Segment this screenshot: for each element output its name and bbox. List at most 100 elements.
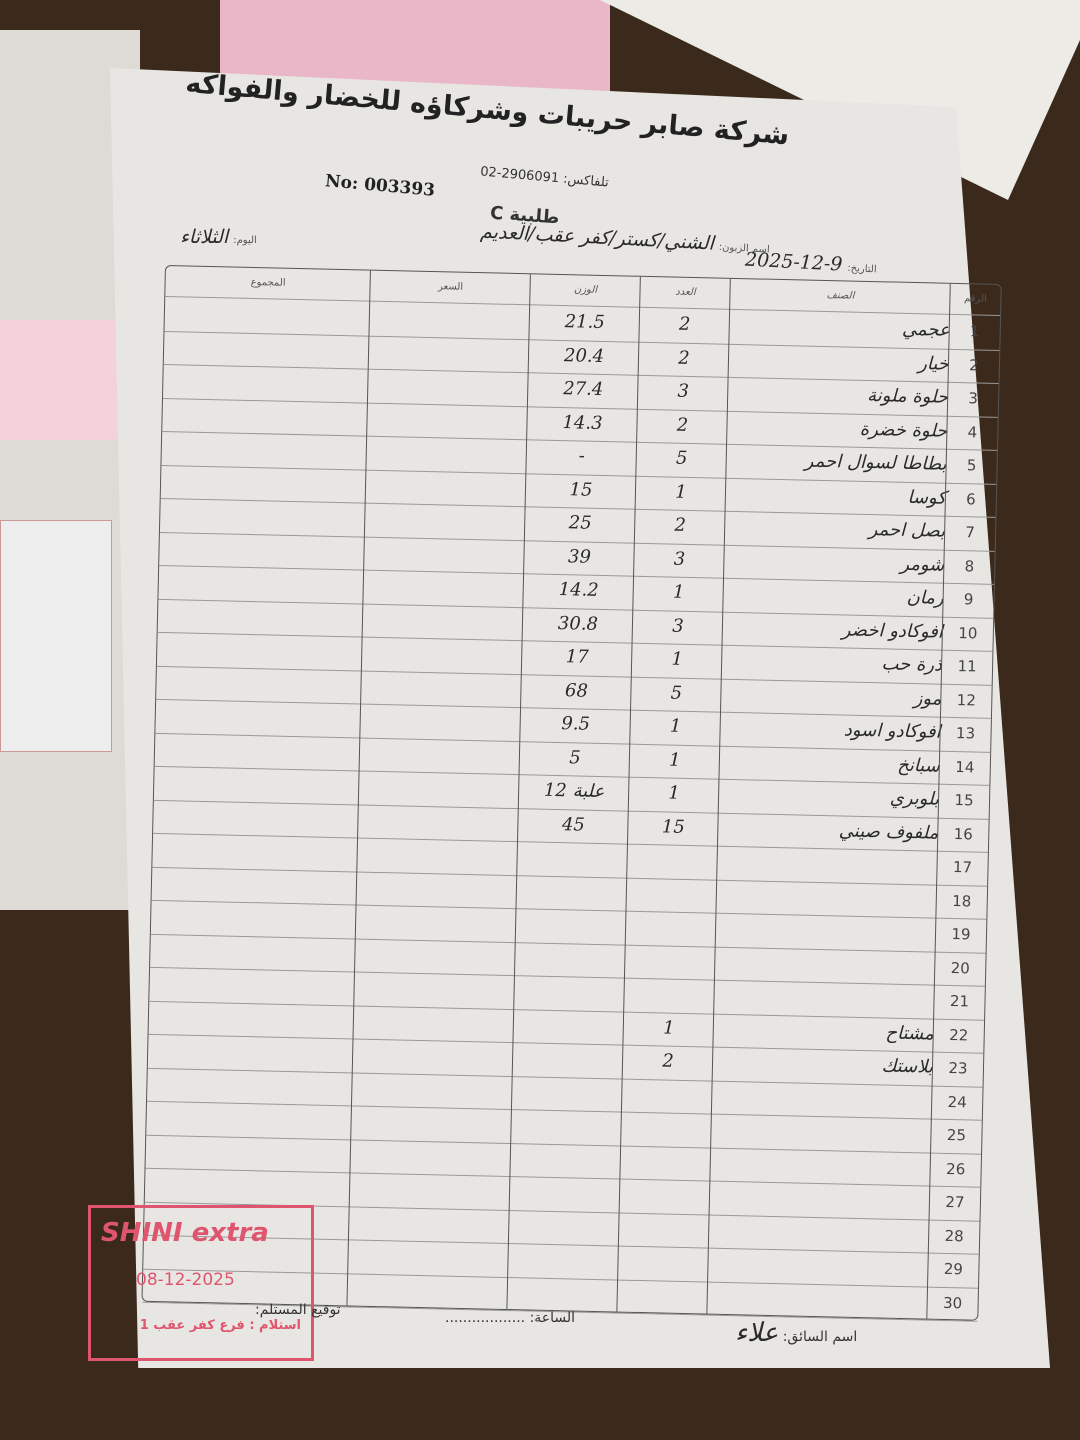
cell-count: [626, 876, 717, 913]
background-left-list: [0, 520, 112, 752]
cell-weight: [511, 1108, 622, 1145]
stamp-branch: استلام : فرع كفر عقب 1: [139, 1318, 301, 1333]
cell-num: 2: [968, 355, 979, 374]
day-field: اليوم: الثلاثاء: [180, 226, 257, 248]
cell-weight: 17: [565, 646, 589, 668]
cell-count: 1: [672, 581, 685, 603]
cell-num: 29: [943, 1259, 964, 1279]
cell-weight: 20.4: [563, 344, 605, 367]
cell-num: 27: [945, 1192, 965, 1212]
cell-weight: 25: [568, 512, 592, 534]
cell-weight: [516, 907, 627, 944]
cell-count: [617, 1278, 708, 1315]
time-label: الساعة:: [529, 1310, 576, 1326]
cell-weight: 5: [568, 746, 581, 769]
cell-weight: 45: [561, 813, 586, 836]
cell-count: 1: [669, 715, 682, 737]
cell-count: 3: [673, 548, 686, 570]
cell-weight: [513, 1008, 624, 1045]
cell-num: 19: [951, 925, 971, 944]
cell-weight: 21.5: [564, 311, 606, 333]
cell-weight: 14.2: [558, 579, 599, 601]
cell-num: 17: [952, 858, 973, 877]
cell-count: [625, 943, 716, 980]
branch-stamp: SHINI extra 08-12-2025 استلام : فرع كفر …: [88, 1205, 314, 1361]
cell-count: 1: [671, 648, 684, 670]
cell-weight: 30.8: [557, 612, 599, 635]
cell-count: 2: [678, 313, 691, 335]
cell-count: [626, 910, 717, 947]
cell-num: 21: [949, 992, 970, 1011]
cell-count: [620, 1144, 711, 1181]
cell-weight: [508, 1242, 619, 1279]
cell-weight: 27.4: [563, 378, 604, 400]
cell-weight: [509, 1209, 620, 1246]
cell-count: 3: [671, 615, 684, 637]
driver-label: اسم السائق:: [782, 1329, 858, 1345]
cell-count: [621, 1111, 712, 1148]
cell-weight: 15: [569, 478, 593, 501]
cell-count: 3: [677, 380, 690, 402]
cell-count: [622, 1077, 713, 1114]
cell-weight: [510, 1175, 621, 1212]
cell-weight: [510, 1142, 621, 1179]
day-value: الثلاثاء: [180, 226, 229, 248]
stamp-date: 08-12-2025: [136, 1270, 235, 1290]
cell-weight: [517, 840, 628, 877]
driver-signature: علاء: [735, 1318, 779, 1348]
cell-count: 1: [668, 749, 681, 771]
cell-count: [627, 843, 718, 880]
cell-weight: [516, 874, 627, 911]
cell-count: [624, 977, 715, 1014]
cell-num: 4: [967, 422, 978, 441]
cell-weight: [515, 941, 626, 978]
cell-num: 5: [966, 456, 977, 475]
cell-weight: [507, 1276, 618, 1313]
cell-num: 15: [954, 791, 974, 810]
cell-weight: [512, 1075, 623, 1112]
cell-weight: 39: [567, 545, 592, 568]
cell-count: 1: [662, 1016, 675, 1039]
cell-num: 25: [946, 1125, 967, 1145]
cell-num: 20: [950, 958, 971, 977]
cell-count: [618, 1245, 709, 1282]
date-label: التاريخ:: [847, 262, 877, 276]
cell-num: 13: [955, 724, 976, 743]
cell-num: 8: [964, 556, 975, 575]
cell-num: 16: [953, 824, 974, 843]
invoice-paper: [110, 68, 1050, 1368]
cell-count: 15: [661, 815, 686, 838]
cell-weight: 9.5: [561, 713, 591, 735]
cell-num: 9: [963, 590, 974, 609]
cell-num: 26: [945, 1159, 966, 1178]
cell-weight: -: [578, 445, 586, 467]
cell-num: 18: [952, 891, 972, 910]
cell-num: 3: [968, 389, 979, 408]
cell-num: 24: [947, 1092, 967, 1111]
cell-num: 14: [955, 757, 975, 776]
cell-count: [620, 1178, 711, 1215]
cell-weight: [513, 1041, 624, 1078]
background-left-receipt: [0, 320, 120, 440]
cell-count: 2: [678, 347, 690, 369]
cell-num: 23: [948, 1058, 968, 1078]
cell-num: 7: [965, 523, 976, 542]
cell-count: 5: [670, 682, 683, 704]
cell-num: 30: [942, 1293, 963, 1312]
cell-count: 5: [675, 447, 688, 469]
cell-count: 2: [676, 414, 689, 436]
cell-num: 12: [956, 690, 977, 710]
stamp-brand: SHINI extra: [101, 1218, 269, 1248]
cell-weight: 68: [564, 679, 589, 702]
cell-num: 11: [957, 657, 977, 676]
cell-item: [707, 1280, 928, 1319]
cell-count: 2: [674, 514, 687, 536]
cell-weight: 14.3: [562, 411, 603, 434]
cell-num: 28: [944, 1226, 964, 1245]
receiver-signature-label: توقيع المستلم:: [255, 1302, 341, 1318]
cell-count: 1: [675, 481, 687, 503]
cell-count: [619, 1211, 710, 1248]
cell-count: 1: [668, 782, 681, 804]
cell-num: 1: [969, 322, 980, 341]
